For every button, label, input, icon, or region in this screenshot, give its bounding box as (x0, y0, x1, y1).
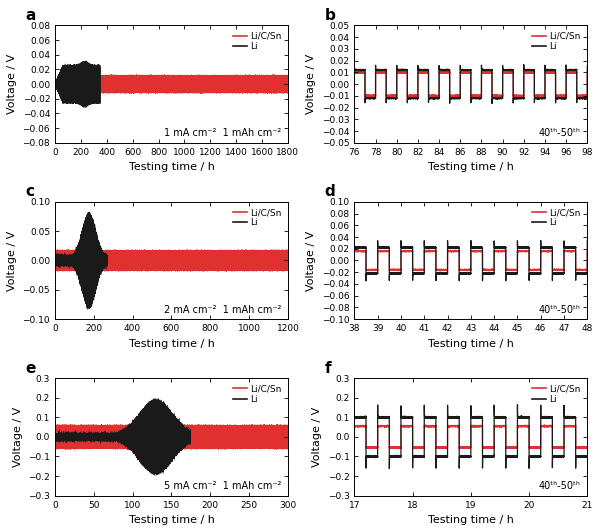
X-axis label: Testing time / h: Testing time / h (428, 162, 514, 172)
Text: 2 mA cm⁻²  1 mAh cm⁻²: 2 mA cm⁻² 1 mAh cm⁻² (164, 304, 281, 314)
Y-axis label: Voltage / V: Voltage / V (13, 407, 23, 467)
X-axis label: Testing time / h: Testing time / h (428, 339, 514, 348)
Legend: Li/C/Sn, Li: Li/C/Sn, Li (530, 206, 583, 229)
X-axis label: Testing time / h: Testing time / h (128, 515, 214, 525)
Legend: Li/C/Sn, Li: Li/C/Sn, Li (530, 30, 583, 53)
Y-axis label: Voltage / V: Voltage / V (307, 54, 316, 114)
Text: 1 mA cm⁻²  1 mAh cm⁻²: 1 mA cm⁻² 1 mAh cm⁻² (164, 128, 281, 138)
Y-axis label: Voltage / V: Voltage / V (307, 230, 316, 290)
Text: 40ᵗʰ-50ᵗʰ: 40ᵗʰ-50ᵗʰ (538, 481, 580, 491)
X-axis label: Testing time / h: Testing time / h (128, 339, 214, 348)
Text: $\mathbf{c}$: $\mathbf{c}$ (25, 185, 35, 200)
Text: $\mathbf{a}$: $\mathbf{a}$ (25, 8, 36, 23)
Y-axis label: Voltage / V: Voltage / V (7, 230, 17, 290)
Y-axis label: Voltage / V: Voltage / V (312, 407, 322, 467)
Legend: Li/C/Sn, Li: Li/C/Sn, Li (231, 206, 283, 229)
Legend: Li/C/Sn, Li: Li/C/Sn, Li (231, 383, 283, 405)
Text: $\mathbf{f}$: $\mathbf{f}$ (324, 360, 333, 376)
X-axis label: Testing time / h: Testing time / h (128, 162, 214, 172)
Text: 40ᵗʰ-50ᵗʰ: 40ᵗʰ-50ᵗʰ (538, 304, 580, 314)
Y-axis label: Voltage / V: Voltage / V (7, 54, 17, 114)
Text: 5 mA cm⁻²  1 mAh cm⁻²: 5 mA cm⁻² 1 mAh cm⁻² (164, 481, 281, 491)
X-axis label: Testing time / h: Testing time / h (428, 515, 514, 525)
Text: $\mathbf{d}$: $\mathbf{d}$ (324, 184, 335, 200)
Text: $\mathbf{b}$: $\mathbf{b}$ (324, 7, 337, 23)
Legend: Li/C/Sn, Li: Li/C/Sn, Li (530, 383, 583, 405)
Text: $\mathbf{e}$: $\mathbf{e}$ (25, 361, 37, 376)
Legend: Li/C/Sn, Li: Li/C/Sn, Li (231, 30, 283, 53)
Text: 40ᵗʰ-50ᵗʰ: 40ᵗʰ-50ᵗʰ (538, 128, 580, 138)
